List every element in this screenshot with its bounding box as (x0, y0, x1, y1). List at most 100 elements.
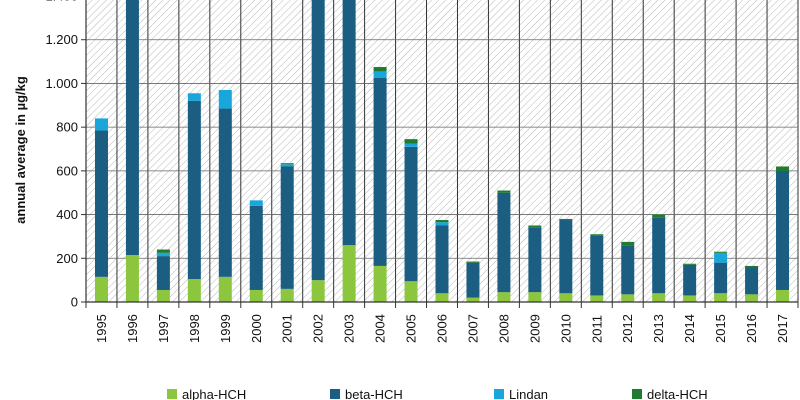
x-tick-label: 1997 (156, 314, 171, 343)
bar-segment-beta-hch (404, 146, 418, 282)
bar-segment-alpha-hch (311, 280, 325, 302)
bar-segment-beta-hch (621, 245, 635, 295)
bar-segment-alpha-hch (156, 289, 170, 302)
x-tick-label: 2005 (404, 314, 419, 343)
x-tick-label: 2015 (713, 314, 728, 343)
y-tick-label: 1.400 (45, 0, 78, 4)
bar-segment-beta-hch (466, 262, 480, 298)
x-tick-label: 2006 (435, 314, 450, 343)
x-tick-label: 2016 (744, 314, 759, 343)
x-tick-label: 1996 (125, 314, 140, 343)
x-tick-label: 2009 (527, 314, 542, 343)
bar-segment-beta-hch (590, 235, 604, 296)
y-tick-label: 200 (56, 251, 78, 266)
bar-segment-beta-hch (311, 0, 325, 281)
x-tick-label: 1999 (218, 314, 233, 343)
legend-swatch-lindan (494, 389, 504, 399)
x-tick-label: 1998 (187, 314, 202, 343)
x-tick-label: 2004 (373, 314, 388, 343)
x-tick-label: 2014 (682, 314, 697, 343)
grid-lines (85, 0, 799, 308)
bar-segment-delta-hch (528, 225, 542, 228)
bar-segment-alpha-hch (404, 281, 418, 302)
bar-segment-alpha-hch (187, 279, 201, 302)
x-tick-label: 2013 (651, 314, 666, 343)
bar-segment-beta-hch (156, 256, 170, 290)
y-tick-label: 600 (56, 163, 78, 178)
x-tick-label: 2003 (342, 314, 357, 343)
x-tick-label: 1995 (94, 314, 109, 343)
y-tick-label: 800 (56, 120, 78, 135)
bar-segment-delta-hch (745, 265, 759, 268)
bar-segment-delta-hch (621, 241, 635, 246)
x-tick-label: 2008 (496, 314, 511, 343)
bar-segment-delta-hch (373, 67, 387, 72)
bar-segment-alpha-hch (683, 295, 697, 302)
x-tick-label: 2007 (465, 314, 480, 343)
x-tick-label: 2017 (775, 314, 790, 343)
bar-segment-lindan (714, 252, 728, 263)
bar-segment-lindan (94, 118, 108, 131)
bar-segment-lindan (373, 71, 387, 78)
bar-segment-alpha-hch (435, 293, 449, 302)
bar-segment-beta-hch (683, 264, 697, 296)
x-tick-label: 2000 (249, 314, 264, 343)
y-tick-label: 1.000 (45, 76, 78, 91)
legend-label: alpha-HCH (182, 387, 246, 400)
x-tick-label: 2001 (280, 314, 295, 343)
bar-segment-beta-hch (497, 192, 511, 293)
bar-segment-lindan (187, 93, 201, 101)
y-tick-label: 0 (71, 295, 78, 310)
bar-segment-beta-hch (745, 267, 759, 295)
bar-segment-beta-hch (342, 0, 356, 246)
legend-swatch-alpha-hch (167, 389, 177, 399)
bar-segment-alpha-hch (497, 292, 511, 302)
bar-segment-lindan (404, 143, 418, 147)
bars (94, 0, 790, 302)
bar-segment-beta-hch (776, 170, 790, 290)
bar-segment-alpha-hch (249, 289, 263, 302)
legend: alpha-HCH beta-HCH Lindan delta-HCH (167, 387, 708, 400)
x-tick-label: 2012 (620, 314, 635, 343)
y-tick-label: 1.200 (45, 32, 78, 47)
bar-segment-alpha-hch (745, 294, 759, 302)
bar-segment-delta-hch (280, 163, 294, 165)
bar-segment-alpha-hch (776, 289, 790, 302)
bar-segment-alpha-hch (714, 293, 728, 302)
bar-segment-delta-hch (776, 166, 790, 171)
bar-segment-delta-hch (652, 214, 666, 218)
bar-segment-beta-hch (94, 130, 108, 277)
bar-segment-delta-hch (559, 218, 573, 221)
bar-segment-alpha-hch (559, 293, 573, 302)
bar-segment-delta-hch (590, 234, 604, 236)
y-axis-label: annual average in µg/kg (13, 76, 28, 224)
legend-label: Lindan (509, 387, 548, 400)
bar-segment-lindan (249, 200, 263, 206)
legend-label: beta-HCH (345, 387, 403, 400)
x-tick-label: 2002 (311, 314, 326, 343)
bar-segment-beta-hch (435, 225, 449, 294)
bar-segment-beta-hch (218, 108, 232, 277)
bar-segment-beta-hch (373, 77, 387, 266)
bar-segment-delta-hch (435, 220, 449, 223)
bar-segment-beta-hch (125, 0, 139, 256)
bar-segment-alpha-hch (621, 294, 635, 302)
bar-segment-delta-hch (683, 263, 697, 265)
bar-segment-beta-hch (652, 217, 666, 294)
x-tick-label: 2011 (589, 315, 604, 343)
bar-segment-delta-hch (466, 261, 480, 263)
bar-segment-beta-hch (280, 166, 294, 289)
bar-segment-alpha-hch (528, 292, 542, 302)
bar-segment-alpha-hch (218, 276, 232, 302)
y-tick-label: 400 (56, 207, 78, 222)
legend-label: delta-HCH (647, 387, 708, 400)
bar-segment-beta-hch (528, 227, 542, 293)
bar-segment-delta-hch (714, 251, 728, 253)
bar-segment-alpha-hch (342, 245, 356, 302)
bar-segment-beta-hch (559, 220, 573, 294)
legend-swatch-beta-hch (330, 389, 340, 399)
axes: 0 200 400 600 800 1.000 1.200 1.400 1995 1996 1997… (45, 0, 798, 343)
bar-segment-beta-hch (249, 205, 263, 290)
bar-segment-alpha-hch (94, 276, 108, 302)
